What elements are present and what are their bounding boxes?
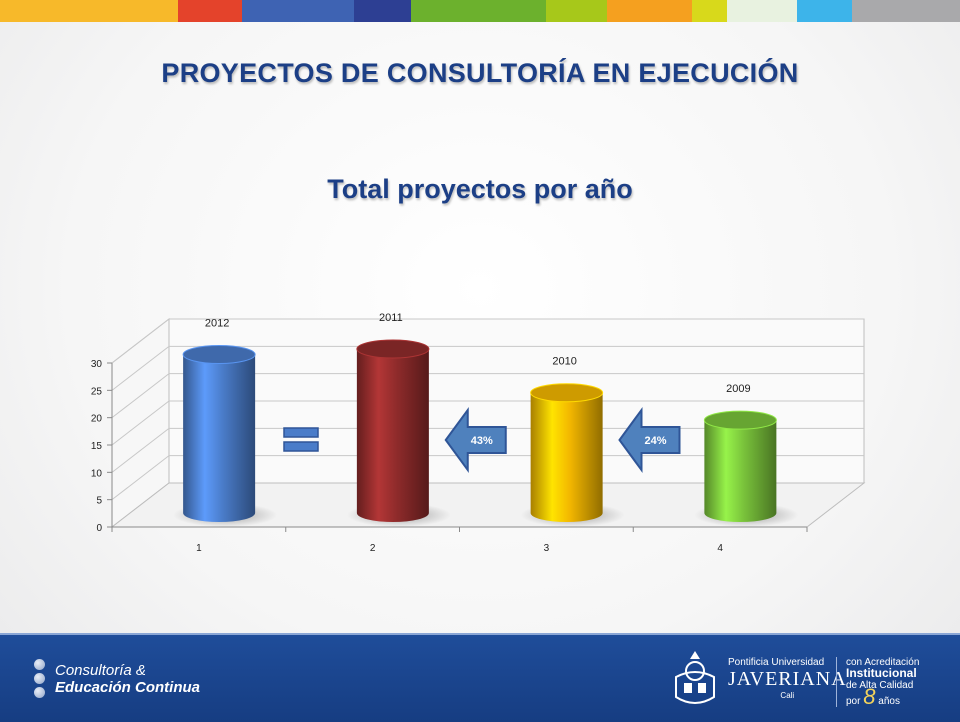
uni-big: JAVERIANA bbox=[728, 668, 847, 690]
stripe-segment bbox=[411, 0, 546, 22]
y-tick-label: 30 bbox=[91, 359, 103, 370]
equals-sign-icon bbox=[283, 427, 319, 438]
stripe-segment bbox=[178, 0, 242, 22]
arrow-left-icon bbox=[618, 406, 681, 474]
accreditation-badge: con Acreditación Institucional de Alta C… bbox=[846, 657, 920, 709]
gridline bbox=[111, 318, 864, 364]
y-tick-label: 5 bbox=[96, 496, 102, 507]
bar-chart: 0 5 10 15 20 25 30 1 2 3 4 2012 2011 2010 2009 43% 24% bbox=[91, 312, 866, 554]
x-tick-label: 4 bbox=[717, 543, 723, 554]
uni-small: Pontificia Universidad bbox=[728, 657, 825, 668]
accr-anos: años bbox=[878, 696, 900, 707]
arrow-left-icon bbox=[444, 406, 507, 474]
stripe-segment bbox=[727, 0, 797, 22]
bar-top bbox=[703, 410, 777, 430]
bar-top bbox=[530, 383, 604, 403]
stripe-segment bbox=[797, 0, 852, 22]
data-label: 2010 bbox=[552, 356, 576, 368]
y-tick-label: 15 bbox=[91, 441, 103, 452]
university-name: Pontificia Universidad JAVERIANA Cali bbox=[728, 657, 847, 700]
bar-2 bbox=[356, 349, 429, 522]
bar-top bbox=[182, 344, 256, 364]
stripe-segment bbox=[354, 0, 411, 22]
brand-line2: Educación Continua bbox=[55, 678, 201, 696]
accr-line1: con Acreditación bbox=[846, 657, 920, 668]
footer-divider bbox=[836, 657, 837, 707]
chart-title: Total proyectos por año bbox=[327, 174, 633, 204]
x-tick-label: 2 bbox=[370, 543, 376, 554]
y-tick-label: 25 bbox=[91, 386, 103, 397]
page-title: PROYECTOS DE CONSULTORÍA EN EJECUCIÓN bbox=[161, 58, 799, 88]
stripe-segment bbox=[607, 0, 692, 22]
accr-line2: Institucional bbox=[846, 666, 917, 680]
accr-por: por bbox=[846, 696, 861, 707]
color-stripe bbox=[0, 0, 960, 22]
arrow-label: 24% bbox=[644, 435, 666, 447]
uni-city: Cali bbox=[780, 691, 795, 700]
gridline bbox=[111, 345, 864, 391]
stripe-segment bbox=[692, 0, 727, 22]
gridline bbox=[111, 373, 864, 419]
equals-sign-icon bbox=[283, 441, 319, 452]
x-tick-label: 1 bbox=[196, 543, 202, 554]
stripe-segment bbox=[546, 0, 607, 22]
bar-4 bbox=[704, 420, 777, 522]
brand-line1: Consultoría & bbox=[55, 661, 146, 679]
stripe-segment bbox=[242, 0, 354, 22]
y-tick-label: 0 bbox=[96, 523, 102, 534]
data-label: 2012 bbox=[205, 317, 229, 329]
arrow-label: 43% bbox=[471, 435, 493, 447]
stripe-segment bbox=[0, 0, 178, 22]
dots-logo-icon bbox=[34, 659, 45, 698]
gridline bbox=[111, 400, 864, 446]
university-seal-icon bbox=[675, 651, 715, 704]
data-label: 2011 bbox=[379, 312, 403, 324]
data-label: 2009 bbox=[726, 383, 750, 395]
y-tick-label: 20 bbox=[91, 414, 103, 425]
accr-years: 8 bbox=[863, 684, 876, 709]
x-tick-label: 3 bbox=[544, 543, 550, 554]
accr-line3: de Alta Calidad bbox=[846, 680, 914, 691]
stripe-segment bbox=[852, 0, 960, 22]
footer-bar: Consultoría & Educación Continua Pontifi… bbox=[0, 633, 960, 722]
bar-top bbox=[356, 339, 430, 359]
consultoria-logo: Consultoría & Educación Continua bbox=[34, 659, 200, 698]
bar-3 bbox=[530, 392, 603, 522]
bar-1 bbox=[183, 354, 256, 522]
y-tick-label: 10 bbox=[91, 468, 103, 479]
